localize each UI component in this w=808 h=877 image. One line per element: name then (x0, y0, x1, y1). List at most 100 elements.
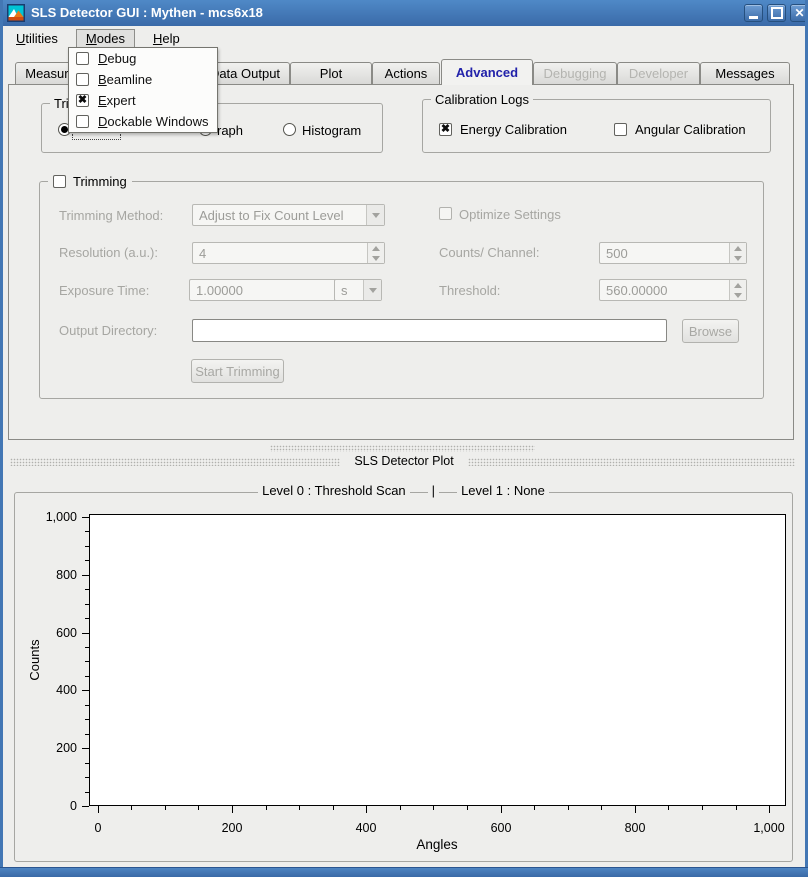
tick-mark (736, 806, 737, 810)
maximize-button[interactable] (767, 4, 786, 22)
trimming-method-combo: Adjust to Fix Count Level (192, 204, 385, 226)
menu-item-debug[interactable]: Debug (69, 48, 217, 69)
start-trimming-button: Start Trimming (191, 359, 284, 383)
checkbox-icon (76, 73, 89, 86)
tick-mark (668, 806, 669, 810)
tick-mark (702, 806, 703, 810)
tab-advanced[interactable]: Advanced (441, 59, 533, 85)
splitter-handle[interactable] (270, 445, 535, 452)
radio-histogram[interactable] (283, 123, 296, 136)
menubar: Utilities Modes Help (6, 27, 190, 49)
tab-messages[interactable]: Messages (700, 62, 790, 84)
tick-mark (82, 517, 89, 518)
angular-calibration-label: Angular Calibration (635, 122, 746, 137)
tick-mark (467, 806, 468, 810)
plot-title-separator: | (427, 483, 440, 498)
menu-utilities[interactable]: Utilities (16, 30, 58, 46)
counts-channel-spinbox: 500 (599, 242, 747, 264)
menu-item-beamline[interactable]: Beamline (69, 69, 217, 90)
window-border-left (0, 0, 3, 877)
checkbox-icon (76, 52, 89, 65)
menu-item-dockable-windows[interactable]: Dockable Windows (69, 111, 217, 132)
trimming-group-title-label: Trimming (73, 174, 127, 189)
optimize-settings-label: Optimize Settings (459, 207, 561, 222)
title-bar[interactable]: SLS Detector GUI : Mythen - mcs6x18 ✕ (0, 0, 808, 26)
minimize-button[interactable] (744, 4, 763, 22)
tick-mark (82, 633, 89, 634)
tick-mark (601, 806, 602, 810)
menu-modes[interactable]: Modes (75, 28, 135, 48)
tick-label: 600 (490, 821, 512, 835)
y-axis-title: Counts (27, 639, 42, 681)
output-directory-label: Output Directory: (59, 323, 158, 338)
resolution-spinbox: 4 (192, 242, 385, 264)
dock-title-texture-left (10, 458, 340, 466)
maximize-icon (770, 7, 783, 19)
modes-menu-popup: Debug Beamline Expert Dockable Windows (68, 47, 218, 133)
tick-label: 200 (221, 821, 243, 835)
energy-calibration-checkbox[interactable] (439, 122, 452, 136)
tab-plot[interactable]: Plot (290, 62, 372, 84)
tick-mark (501, 806, 502, 813)
tick-mark (333, 806, 334, 810)
tick-mark (400, 806, 401, 810)
window-border-bottom (0, 867, 808, 877)
close-icon: ✕ (794, 6, 805, 20)
resolution-label: Resolution (a.u.): (59, 245, 158, 260)
tick-label: 0 (94, 821, 102, 835)
dock-title: SLS Detector Plot (354, 454, 454, 468)
radio-histogram-label: Histogram (302, 123, 362, 138)
minimize-icon (749, 16, 758, 19)
chevron-down-icon (363, 280, 381, 300)
tick-mark (232, 806, 233, 813)
menu-help[interactable]: Help (152, 30, 180, 46)
trimming-group: Trimming Trimming Method: Adjust to Fix … (39, 174, 764, 399)
tick-label: 1,000 (45, 510, 77, 524)
advanced-tab-panel: Trim raph Histogram Calibration Logs Ene… (8, 84, 794, 440)
spinner-arrows-icon (367, 243, 384, 263)
threshold-spinbox: 560.00000 (599, 279, 747, 301)
menu-item-expert[interactable]: Expert (69, 90, 217, 111)
plot-group-title: Level 0 : Threshold Scan | Level 1 : Non… (15, 483, 792, 498)
checkbox-checked-icon (76, 93, 89, 107)
angular-calibration-checkbox[interactable] (614, 123, 627, 136)
trimming-group-title: Trimming (48, 174, 132, 189)
tick-label: 400 (355, 821, 377, 835)
plot-canvas[interactable] (89, 514, 786, 806)
exposure-unit-combo: s (334, 279, 382, 301)
plot-title-level1: Level 1 : None (457, 483, 549, 498)
close-button[interactable]: ✕ (790, 4, 808, 22)
output-directory-input[interactable] (192, 319, 667, 342)
focus-rect-fragment (72, 134, 121, 140)
counts-channel-label: Counts/ Channel: (439, 245, 540, 260)
tick-mark (82, 806, 89, 807)
x-axis-title: Angles (416, 837, 458, 852)
spinner-arrows-icon (729, 280, 746, 300)
trimming-enable-checkbox[interactable] (53, 175, 66, 188)
tick-label: 200 (56, 741, 77, 755)
tick-label: 800 (56, 568, 77, 582)
exposure-time-label: Exposure Time: (59, 283, 150, 298)
plot-title-level0: Level 0 : Threshold Scan (258, 483, 410, 498)
tick-mark (534, 806, 535, 810)
tab-debugging: Debugging (533, 62, 617, 84)
window-title: SLS Detector GUI : Mythen - mcs6x18 (31, 5, 263, 20)
radio-option-2-label: raph (217, 123, 244, 138)
tick-mark (198, 806, 199, 810)
tick-mark (433, 806, 434, 810)
browse-button: Browse (682, 319, 739, 343)
energy-calibration-label: Energy Calibration (460, 122, 567, 137)
tab-actions[interactable]: Actions (372, 62, 440, 84)
tick-mark (769, 806, 770, 813)
trimming-method-label: Trimming Method: (59, 208, 164, 223)
tick-mark (635, 806, 636, 813)
tick-label: 600 (56, 626, 77, 640)
checkbox-icon (76, 115, 89, 128)
plot-groupbox: Level 0 : Threshold Scan | Level 1 : Non… (14, 483, 793, 862)
tick-mark (266, 806, 267, 810)
tick-label: 400 (56, 683, 77, 697)
spinner-arrows-icon (729, 243, 746, 263)
chevron-down-icon (366, 205, 384, 225)
tick-label: 800 (624, 821, 646, 835)
